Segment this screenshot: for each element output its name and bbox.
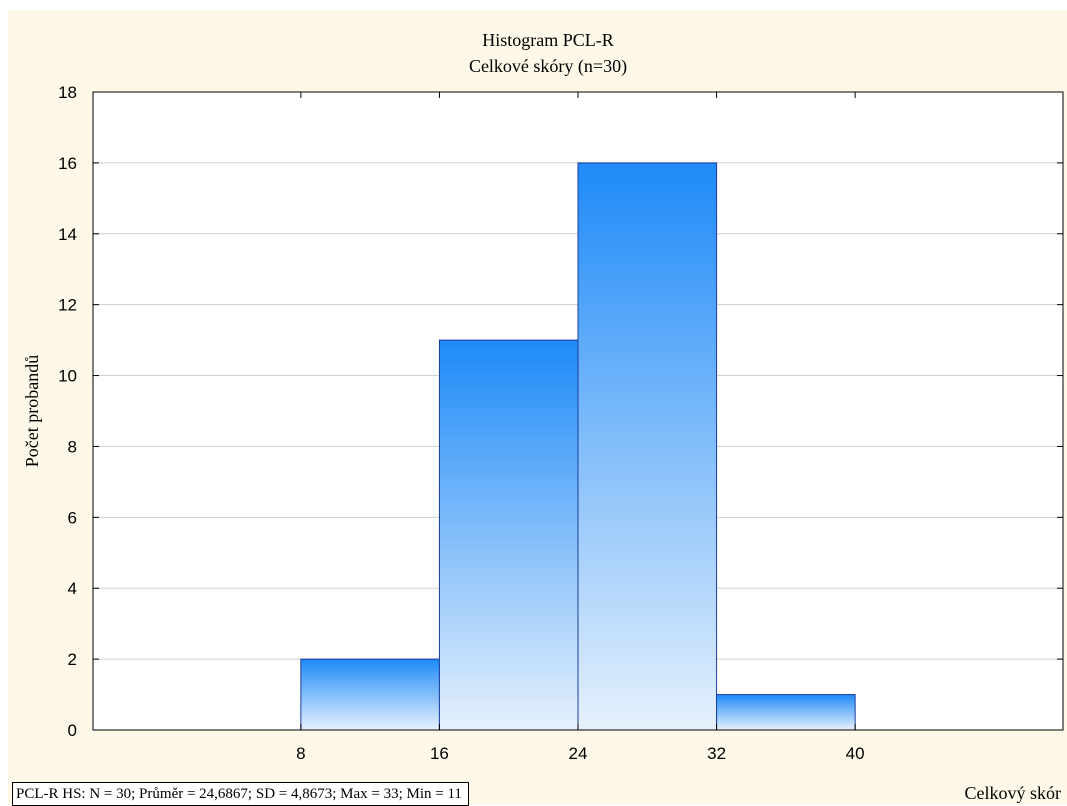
histogram-bars [300,162,856,731]
y-axis-label: Počet probandů [22,355,42,467]
plot-border [92,91,1064,731]
x-tick-label: 8 [296,744,305,763]
x-tick-label: 40 [846,744,865,763]
y-tick-label: 2 [68,650,77,669]
histogram-bar [577,162,718,731]
summary-statistics: PCL-R HS: N = 30; Průměr = 24,6867; SD =… [12,782,469,806]
x-tick-label: 32 [707,744,726,763]
y-tick-label: 14 [58,225,77,244]
y-tick-label: 8 [68,437,77,456]
histogram-bar [438,339,579,731]
histogram-bar [300,658,440,731]
x-axis-label: Celkový skór [965,783,1062,803]
y-tick-label: 18 [58,83,77,102]
histogram-bar [716,694,856,731]
y-tick-label: 4 [68,579,77,598]
y-tick-label: 6 [68,508,77,527]
y-tick-label: 12 [58,296,77,315]
y-tick-label: 10 [58,367,77,386]
y-tick-label: 16 [58,154,77,173]
chart-subtitle: Celkové skóry (n=30) [469,56,627,77]
y-tick-label: 0 [68,721,77,740]
x-tick-label: 24 [569,744,588,763]
x-tick-label: 16 [430,744,449,763]
chart-title: Histogram PCL-R [482,30,614,50]
